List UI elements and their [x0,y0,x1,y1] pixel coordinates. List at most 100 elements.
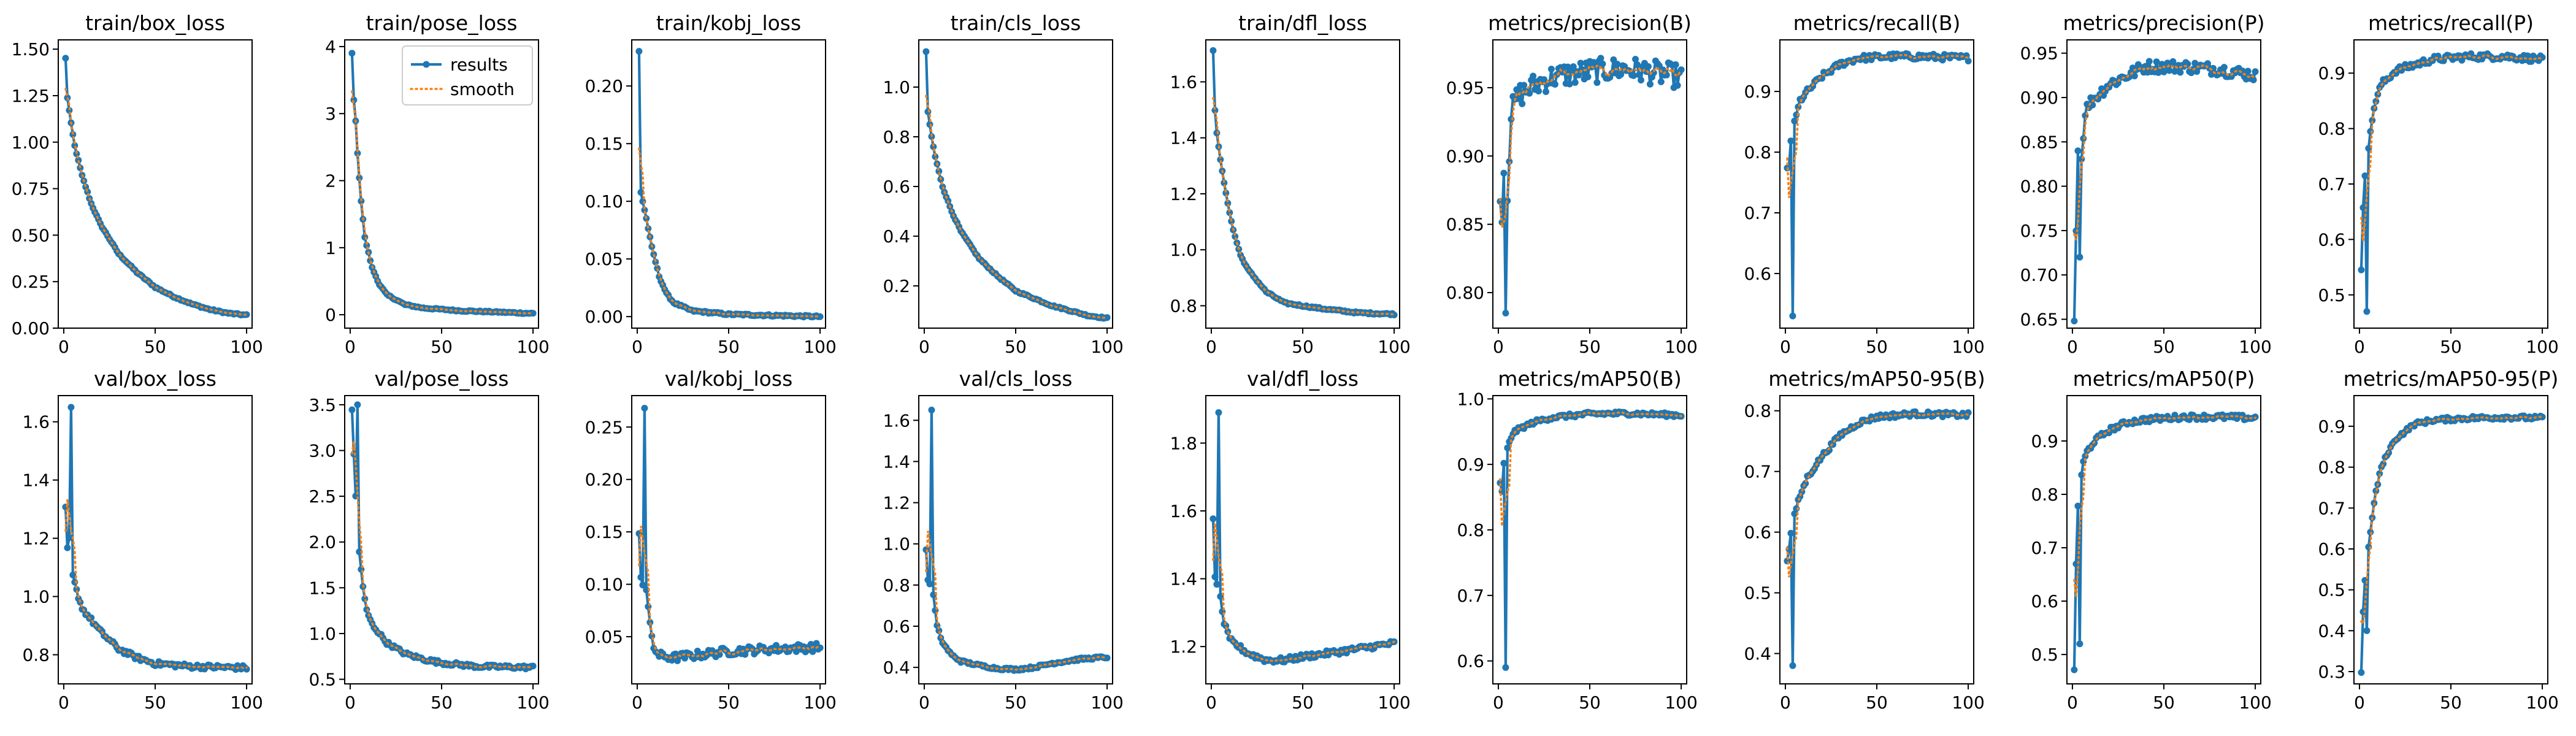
subplot-title: metrics/mAP50-95(P) [2344,367,2559,391]
data-point [1497,197,1504,205]
y-tick-label: 4 [325,37,336,57]
x-tick-label: 100 [1378,692,1410,713]
y-tick-label: 1.5 [309,578,336,598]
data-point [1617,71,1625,78]
x-tick-label: 50 [1292,692,1314,713]
subplot-grid: 0 50 1000.000.250.500.751.001.251.50train/… [12,11,2559,713]
x-tick-label: 0 [1493,337,1504,357]
data-point [243,665,250,673]
axes-frame [2066,39,2261,329]
data-point [1497,479,1504,486]
y-tick-label: 0.5 [2031,645,2058,665]
y-tick-label: 3.0 [309,441,336,461]
results-markers [1784,408,1972,669]
y-tick-label: 0.7 [1457,586,1484,606]
y-tick-label: 0.80 [2020,177,2058,197]
x-tick-label: 0 [2354,692,2365,713]
data-point [2244,67,2252,75]
x-tick-label: 0 [2354,337,2365,357]
y-tick-label: 0.9 [1457,454,1484,475]
y-tick-label: 0.7 [2318,498,2345,518]
results-line [1786,52,1970,318]
data-point [1636,71,1643,79]
x-tick-label: 0 [345,692,356,713]
data-point [809,648,816,655]
data-point [1657,78,1665,85]
y-tick-label: 0.7 [1744,203,1771,223]
subplot-title: train/dfl_loss [1238,11,1367,35]
data-point [2153,58,2160,66]
smooth-line [1786,412,1969,578]
y-tick-label: 0.8 [883,575,910,596]
data-point [1211,573,1219,580]
smooth-line [64,88,248,316]
y-tick-label: 0.85 [1446,215,1484,235]
data-point [2169,58,2177,65]
y-tick-label: 0.50 [12,225,50,245]
data-point [529,662,537,670]
results-line [64,405,248,671]
subplot-metrics-map50-95-p-: 0 50 100 0.3 0.4 0.5 0.6 0.7 0.8 0.9 metrics/mAP50… [2318,367,2558,713]
data-point [1103,654,1111,662]
y-tick-label: 0.2 [883,276,910,296]
y-tick-label: 1 [325,238,336,258]
y-tick-label: 3 [325,104,336,124]
data-point [356,548,363,556]
x-tick-label: 0 [345,337,356,357]
subplot-title: metrics/mAP50(B) [1498,367,1682,391]
results-line [1785,410,1970,667]
y-tick-label: 1.0 [309,624,336,644]
y-tick-label: 0.7 [1744,462,1771,482]
smooth-line [925,94,1108,320]
data-point [1530,72,1537,80]
x-tick-label: 50 [1579,692,1601,713]
results-markers [62,55,250,319]
subplot-title: metrics/precision(P) [2063,11,2264,35]
data-point [1634,61,1641,68]
x-tick-label: 50 [718,692,740,713]
y-tick-label: 0.75 [12,179,50,199]
data-point [348,50,356,57]
x-tick-label: 0 [919,692,930,713]
data-point [1597,55,1604,62]
y-tick-label: 0.15 [585,134,623,154]
y-tick-label: 1.2 [22,529,50,549]
results-markers [1209,47,1398,318]
y-tick-label: 2.0 [309,532,336,553]
data-point [2076,253,2083,261]
y-tick-label: 0.9 [2031,431,2058,451]
data-point [1226,209,1233,217]
data-point [1965,58,1972,64]
subplot-title: metrics/recall(P) [2368,11,2534,35]
data-point [637,189,645,196]
legend: results smooth [402,45,533,105]
y-tick-label: 1.0 [1170,240,1197,260]
data-point [1638,77,1644,84]
y-tick-label: 0.65 [2020,310,2058,330]
x-tick-label: 50 [718,337,740,357]
results-markers [62,404,250,673]
data-point [2106,429,2113,437]
subplot-metrics-map50-95-b-: 0 50 100 0.4 0.5 0.6 0.7 0.8 metrics/mAP50-95(B) [1744,367,1985,713]
y-tick-label: 1.8 [1170,433,1197,453]
subplot-title: val/dfl_loss [1247,367,1359,391]
x-tick-label: 100 [1952,337,1984,357]
data-point [2220,64,2228,71]
smooth-line [2073,63,2256,240]
data-point [1674,82,1681,89]
data-point [1791,510,1798,518]
results-line [924,408,1108,672]
results-markers [2071,411,2259,673]
x-tick-label: 50 [2153,692,2175,713]
y-tick-label: 0.8 [883,127,910,147]
x-tick-label: 100 [230,337,263,357]
data-point [69,572,77,578]
results-markers [2358,412,2546,676]
data-point [641,405,648,412]
y-tick-label: 0.05 [585,627,623,647]
smooth-line [1786,53,1969,198]
results-markers [1497,55,1685,316]
x-tick-label: 0 [632,337,643,357]
data-point [1103,314,1111,321]
